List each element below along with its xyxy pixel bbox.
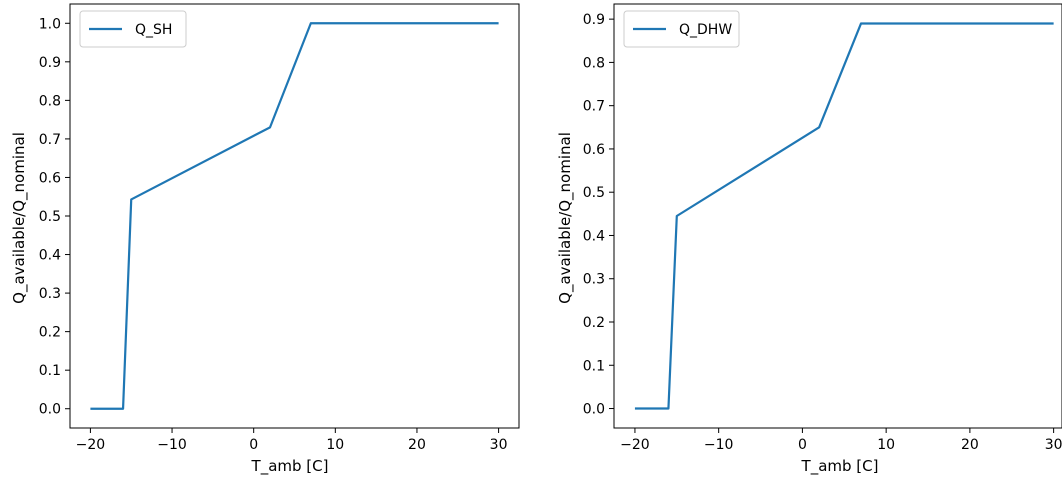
y-tick-label: 0.7 [583,99,605,115]
y-tick-label: 0.0 [39,402,61,418]
y-tick-label: 0.6 [39,170,61,186]
y-tick-label: 0.2 [39,325,61,341]
x-tick-label: 20 [961,437,979,453]
legend-box [79,10,187,48]
y-axis-label: Q_available/Q_nominal [10,132,29,304]
y-tick-label: 0.9 [583,12,605,28]
y-tick-label: 0.9 [39,55,61,71]
x-tick-label: 0 [798,437,807,453]
subplot-q-sh: T_amb [C] Q_available/Q_nominal −20 −10 0 1… [10,3,520,476]
y-tick-label: 0.8 [39,93,61,109]
x-tick-label: −10 [157,437,187,453]
y-tick-label: 0.5 [583,185,605,201]
x-tick-label: 10 [877,437,895,453]
y-tick-label: 0.3 [583,272,605,288]
x-tick-label: −10 [704,437,734,453]
legend-label: Q_SH [135,22,172,38]
y-tick-label: 0.1 [39,363,61,379]
legend-box [623,10,740,48]
x-tick-label: −20 [620,437,650,453]
x-tick-label: 0 [249,437,258,453]
x-tick-label: −20 [76,437,106,453]
series-line [90,22,499,410]
y-tick-label: 0.3 [39,286,61,302]
y-tick-label: 0.0 [583,402,605,418]
y-tick-label: 0.8 [583,55,605,71]
x-axis-label: T_amb [C] [251,457,329,476]
y-tick-label: 0.2 [583,315,605,331]
y-tick-label: 0.5 [39,209,61,225]
x-tick-label: 30 [490,437,508,453]
y-tick-label: 0.7 [39,132,61,148]
y-axis-label: Q_available/Q_nominal [556,132,575,304]
y-tick-label: 0.1 [583,358,605,374]
axes-frame [613,3,1062,429]
y-tick-label: 1.0 [39,16,61,32]
y-tick-label: 0.6 [583,142,605,158]
series-line [634,22,1054,410]
x-tick-label: 30 [1045,437,1062,453]
x-tick-label: 20 [408,437,426,453]
y-tick-label: 0.4 [583,228,605,244]
x-axis-label: T_amb [C] [801,457,879,476]
x-tick-label: 10 [326,437,344,453]
y-tick-label: 0.4 [39,248,61,264]
legend-label: Q_DHW [679,22,732,38]
subplot-q-dhw: T_amb [C] Q_available/Q_nominal −20 −10 0 1… [556,3,1062,476]
